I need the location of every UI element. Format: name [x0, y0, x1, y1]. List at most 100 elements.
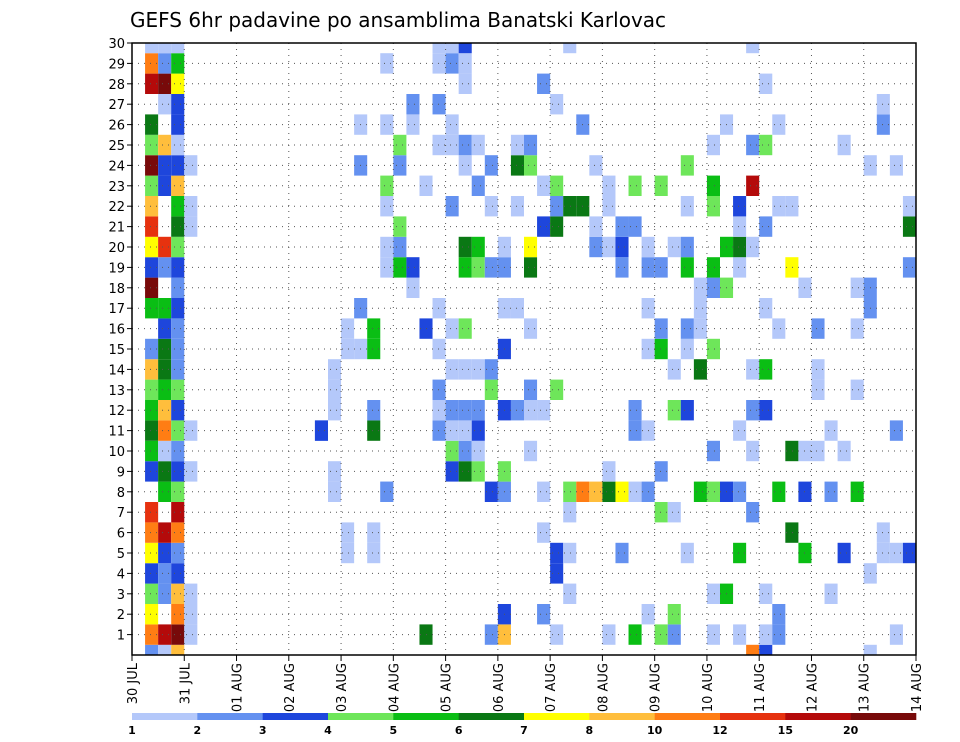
heatmap-cell: [171, 624, 185, 645]
heatmap-cell: [171, 359, 185, 380]
y-tick-label: 9: [117, 465, 125, 480]
heatmap-cell: [746, 175, 760, 196]
heatmap-cell: [524, 236, 538, 258]
heatmap-cell: [406, 277, 420, 298]
heatmap-cell: [680, 196, 694, 217]
y-tick-label: 19: [108, 261, 125, 276]
x-tick-label: 13 AUG: [858, 663, 873, 712]
heatmap-cell: [654, 461, 668, 482]
heatmap-cell: [654, 257, 668, 278]
heatmap-cell: [667, 502, 681, 523]
heatmap-cell: [667, 624, 681, 645]
heatmap-cell: [328, 400, 342, 421]
heatmap-cell: [184, 583, 198, 604]
x-tick-label: 01 AUG: [231, 663, 246, 712]
heatmap-cell: [602, 175, 616, 196]
heatmap-cell: [367, 420, 381, 441]
colorbar-label: 12: [712, 724, 727, 737]
x-tick-label: 03 AUG: [335, 663, 350, 712]
heatmap-cell: [615, 257, 629, 278]
heatmap-cell: [706, 134, 720, 156]
heatmap-cell: [393, 236, 407, 258]
heatmap-cell: [680, 542, 694, 564]
heatmap-cell: [471, 440, 485, 462]
heatmap-cell: [393, 257, 407, 278]
heatmap-cell: [746, 236, 760, 258]
heatmap-cell: [772, 481, 786, 502]
heatmap-cell: [693, 481, 707, 502]
heatmap-cell: [746, 400, 760, 421]
colorbar-swatch: [262, 713, 329, 720]
heatmap-cell: [171, 481, 185, 502]
heatmap-cell: [628, 481, 642, 502]
heatmap-cell: [746, 43, 760, 54]
heatmap-cell: [733, 420, 747, 441]
heatmap-cell: [471, 257, 485, 278]
heatmap-cell: [563, 43, 577, 54]
heatmap-cell: [393, 216, 407, 237]
heatmap-cell: [445, 461, 459, 482]
heatmap-cell: [706, 583, 720, 604]
heatmap-cell: [524, 155, 538, 176]
heatmap-cell: [706, 257, 720, 278]
heatmap-cell: [811, 359, 825, 380]
heatmap-cell: [524, 134, 538, 156]
heatmap-cell: [524, 379, 538, 400]
heatmap-cell: [393, 134, 407, 156]
heatmap-cell: [876, 542, 890, 564]
heatmap-cell: [706, 338, 720, 360]
y-tick-label: 13: [108, 384, 125, 399]
heatmap-cell: [432, 94, 446, 115]
heatmap-cell: [759, 400, 773, 421]
heatmap-cell: [654, 318, 668, 339]
y-tick-label: 4: [117, 567, 125, 582]
heatmap-cell: [628, 175, 642, 196]
colorbar-swatch: [458, 713, 525, 720]
y-tick-label: 29: [108, 57, 125, 72]
heatmap-cell: [184, 604, 198, 625]
heatmap-cell: [158, 236, 172, 258]
heatmap-cell: [811, 379, 825, 400]
heatmap-cell: [667, 359, 681, 380]
heatmap-cell: [537, 175, 551, 196]
heatmap-cell: [772, 318, 786, 339]
heatmap-cell: [471, 175, 485, 196]
heatmap-cell: [628, 216, 642, 237]
heatmap-cell: [811, 318, 825, 339]
heatmap-cell: [171, 542, 185, 564]
heatmap-cell: [550, 175, 564, 196]
heatmap-cell: [510, 400, 524, 421]
heatmap-cell: [380, 481, 394, 502]
heatmap-cell: [158, 298, 172, 319]
heatmap-cell: [693, 277, 707, 298]
heatmap-cell: [445, 440, 459, 462]
heatmap-cell: [746, 440, 760, 462]
heatmap-cell: [458, 420, 472, 441]
heatmap-cell: [184, 420, 198, 441]
heatmap-cell: [145, 440, 159, 462]
y-tick-label: 5: [117, 547, 125, 562]
heatmap-cell: [171, 338, 185, 360]
heatmap-cell: [341, 522, 355, 543]
heatmap-cell: [850, 277, 864, 298]
y-tick-label: 25: [108, 139, 125, 154]
heatmap-cell: [432, 43, 446, 54]
y-tick-label: 28: [108, 78, 125, 93]
heatmap-cell: [602, 624, 616, 645]
heatmap-cell: [550, 216, 564, 237]
heatmap-cell: [759, 624, 773, 645]
x-tick-label: 07 AUG: [544, 663, 559, 712]
heatmap-cell: [145, 583, 159, 604]
heatmap-cell: [158, 400, 172, 421]
heatmap-cell: [902, 196, 916, 217]
heatmap-cell: [145, 461, 159, 482]
x-tick-label: 09 AUG: [649, 663, 664, 712]
heatmap-cell: [563, 542, 577, 564]
gridlines: [132, 42, 916, 655]
heatmap-cell: [654, 502, 668, 523]
heatmap-cell: [145, 542, 159, 564]
heatmap-cell: [145, 277, 159, 298]
x-tick-label: 06 AUG: [492, 663, 507, 712]
heatmap-cell: [367, 338, 381, 360]
heatmap-cell: [510, 155, 524, 176]
